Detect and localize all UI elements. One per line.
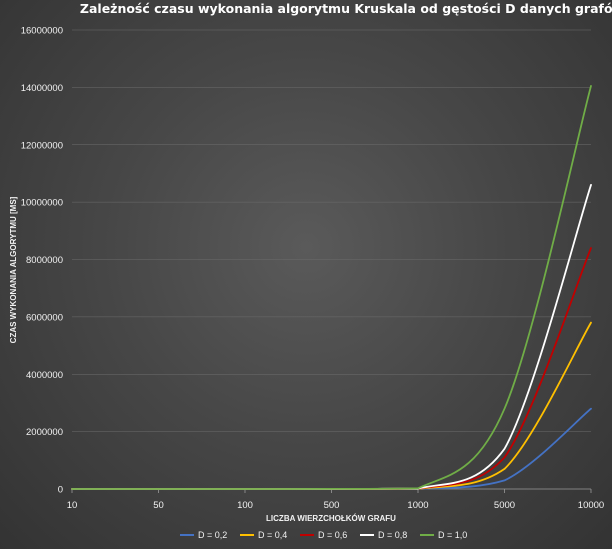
x-tick-label: 5000 xyxy=(494,500,515,511)
series-lines xyxy=(71,85,592,490)
x-axis-title: LICZBA WIERZCHOŁKÓW GRAFU xyxy=(266,514,396,523)
series-line xyxy=(71,247,592,490)
chart-title: Zależność czasu wykonania algorytmu Krus… xyxy=(80,1,612,16)
x-tick-label: 500 xyxy=(324,500,340,511)
x-tick-label: 50 xyxy=(153,500,164,511)
x-tick-label: 1000 xyxy=(407,500,428,511)
x-tick-label: 10000 xyxy=(578,500,604,511)
y-tick-label: 8000000 xyxy=(26,255,63,266)
y-tick-label: 2000000 xyxy=(26,427,63,438)
legend: D = 0,2 D = 0,4 D = 0,6 D = 0,8 D = 1,0 xyxy=(180,530,467,540)
series-line xyxy=(71,321,592,490)
series-line xyxy=(71,407,592,490)
x-tick-label: 100 xyxy=(237,500,253,511)
legend-label: D = 0,6 xyxy=(318,530,347,540)
legend-label: D = 0,8 xyxy=(378,530,407,540)
series-line xyxy=(71,85,592,490)
y-tick-label: 6000000 xyxy=(26,312,63,323)
y-tick-label: 10000000 xyxy=(21,198,63,209)
y-tick-label: 12000000 xyxy=(21,140,63,151)
x-tick-label: 10 xyxy=(67,500,78,511)
legend-label: D = 0,2 xyxy=(198,530,227,540)
y-tick-label: 14000000 xyxy=(21,83,63,94)
y-axis-title: CZAS WYKONANIA ALGORYTMU [MS] xyxy=(9,196,18,343)
legend-label: D = 0,4 xyxy=(258,530,287,540)
legend-label: D = 1,0 xyxy=(438,530,467,540)
y-tick-label: 4000000 xyxy=(26,370,63,381)
y-tick-label: 16000000 xyxy=(21,26,63,37)
y-tick-label: 0 xyxy=(58,485,63,496)
gridlines xyxy=(72,29,591,432)
